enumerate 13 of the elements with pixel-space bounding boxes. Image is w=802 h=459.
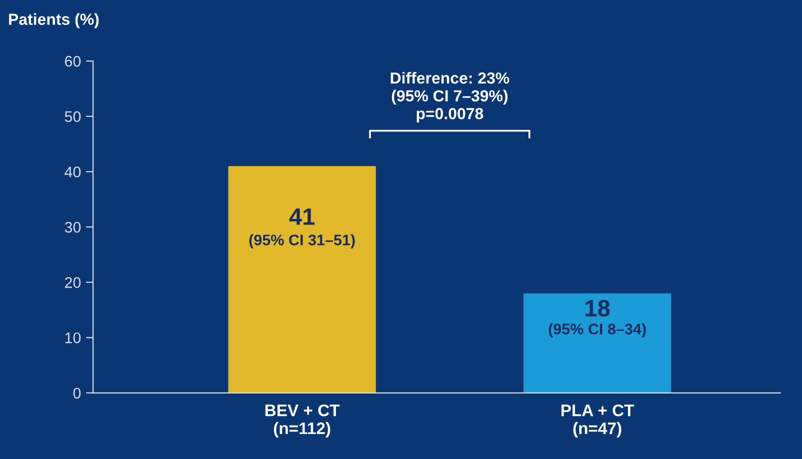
y-tick-label: 20 xyxy=(65,277,81,288)
y-tick-label: 40 xyxy=(64,166,81,178)
x-tick-label: PLA + CT (n=47) xyxy=(561,404,634,438)
x-tick-label: BEV + CT (n=112) xyxy=(265,404,340,438)
annotation: Difference: 23% (95% CI 7–39%) p=0.0078 xyxy=(390,72,510,122)
y-tick-label: 30 xyxy=(64,222,81,233)
y-axis-title: Patients (%) xyxy=(9,13,99,28)
y-tick-label: 0 xyxy=(73,388,81,399)
data-label: 41 (95% CI 31–51) xyxy=(249,208,355,248)
y-tick-label: 10 xyxy=(65,332,81,344)
data-label: 18 (95% CI 8–34) xyxy=(548,300,646,338)
y-tick-label: 50 xyxy=(64,111,81,122)
y-tick-label: 60 xyxy=(65,56,81,67)
